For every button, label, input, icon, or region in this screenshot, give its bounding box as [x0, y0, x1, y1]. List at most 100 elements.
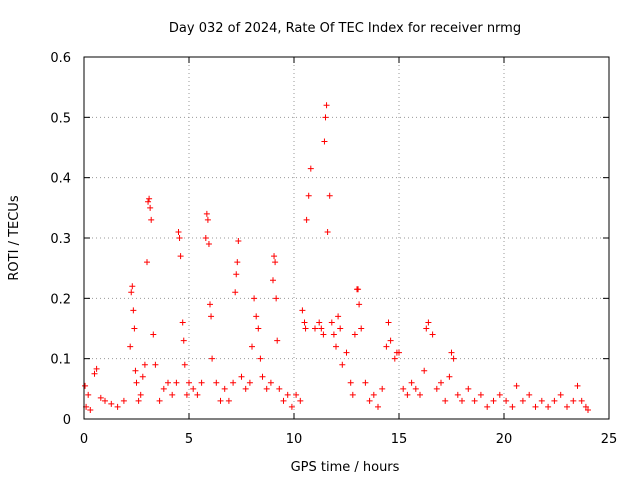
data-point: [276, 385, 283, 392]
x-tick-label: 0: [80, 432, 88, 447]
y-tick-label: 0.1: [50, 353, 71, 368]
data-point: [318, 325, 325, 332]
data-point: [339, 361, 346, 368]
data-point: [532, 403, 539, 410]
data-point: [127, 343, 134, 350]
data-point: [217, 397, 224, 404]
data-point: [272, 259, 279, 266]
data-point: [312, 325, 318, 332]
data-point: [108, 400, 115, 407]
data-point: [238, 373, 245, 380]
chart-title: Day 032 of 2024, Rate Of TEC Index for r…: [169, 21, 521, 36]
data-point: [235, 238, 242, 245]
data-point: [145, 198, 152, 205]
data-point: [564, 403, 570, 410]
data-point: [273, 295, 280, 302]
data-point: [519, 397, 526, 404]
data-point: [412, 385, 419, 392]
data-point: [194, 391, 201, 398]
data-point: [299, 307, 306, 314]
x-tick-label: 25: [601, 432, 618, 447]
data-point: [267, 379, 274, 386]
data-point: [316, 319, 323, 326]
data-point: [221, 385, 228, 392]
data-point: [133, 379, 140, 386]
data-point: [284, 391, 291, 398]
data-point: [545, 403, 552, 410]
data-point: [328, 319, 335, 326]
x-tick-label: 20: [496, 432, 513, 447]
data-point: [102, 397, 108, 404]
data-point: [190, 385, 197, 392]
data-point: [484, 403, 491, 410]
data-point: [496, 391, 503, 398]
data-points: [82, 102, 591, 413]
data-point: [160, 385, 167, 392]
data-point: [423, 325, 430, 332]
x-tick-label: 15: [391, 432, 408, 447]
data-point: [85, 391, 92, 398]
data-point: [213, 379, 220, 386]
y-axis-label: ROTI / TECUs: [7, 195, 22, 280]
data-point: [139, 373, 146, 380]
data-point: [271, 253, 278, 260]
data-point: [280, 397, 287, 404]
data-point: [356, 301, 363, 308]
data-point: [305, 192, 312, 199]
data-point: [459, 397, 465, 404]
data-point: [396, 349, 402, 356]
x-axis-label: GPS time / hours: [291, 460, 400, 475]
data-point: [490, 397, 497, 404]
data-point: [177, 253, 184, 260]
data-point: [421, 367, 428, 374]
data-point: [404, 391, 411, 398]
data-point: [585, 406, 591, 413]
data-point: [232, 289, 239, 296]
data-point: [322, 114, 329, 121]
data-point: [130, 307, 137, 314]
data-point: [417, 391, 423, 398]
data-point: [324, 228, 331, 235]
data-point: [307, 165, 314, 172]
data-point: [259, 373, 266, 380]
data-point: [446, 373, 453, 380]
data-point: [120, 397, 127, 404]
data-point: [175, 228, 182, 235]
data-point: [302, 325, 309, 332]
data-point: [293, 391, 300, 398]
data-point: [400, 385, 407, 392]
data-point: [335, 313, 342, 320]
data-point: [169, 391, 176, 398]
data-point: [131, 325, 138, 332]
data-point: [148, 216, 155, 223]
data-point: [186, 379, 192, 386]
data-point: [209, 355, 216, 362]
data-point: [355, 286, 362, 293]
data-point: [433, 385, 440, 392]
data-point: [246, 379, 253, 386]
data-point: [128, 289, 135, 296]
data-point: [330, 331, 337, 338]
plot-frame: [83, 56, 610, 420]
data-point: [132, 367, 139, 374]
data-point: [202, 235, 209, 241]
data-point: [156, 397, 163, 404]
data-point: [448, 349, 455, 356]
data-point: [297, 397, 304, 404]
grid-lines: [84, 57, 609, 419]
data-point: [321, 138, 328, 145]
data-point: [141, 361, 148, 368]
data-point: [288, 403, 295, 410]
data-point: [383, 343, 390, 350]
data-point: [526, 391, 533, 398]
data-point: [135, 397, 142, 404]
data-point: [358, 325, 365, 332]
data-point: [442, 397, 449, 404]
data-point: [465, 385, 472, 392]
data-point: [150, 331, 157, 338]
x-tick-label: 5: [185, 432, 193, 447]
data-point: [509, 403, 516, 410]
data-point: [274, 337, 281, 344]
data-point: [337, 325, 344, 332]
